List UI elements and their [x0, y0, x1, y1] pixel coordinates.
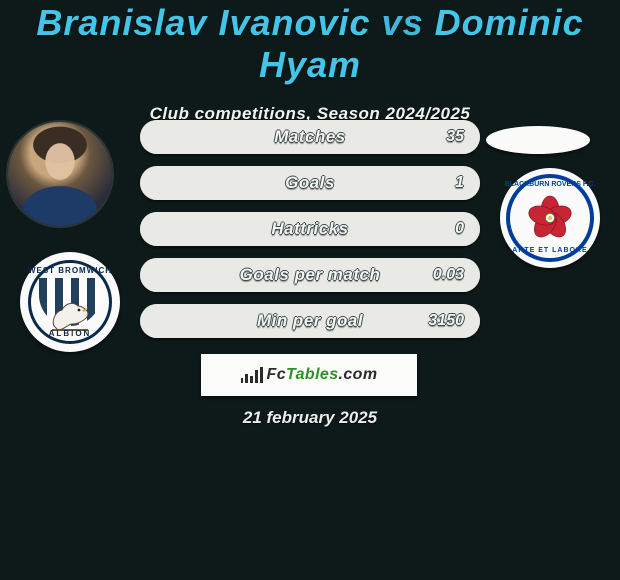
stat-label: Goals per match — [140, 258, 480, 292]
brand-part-1: Fc — [267, 366, 286, 383]
thrush-icon — [48, 300, 92, 332]
player-photo-right — [486, 126, 590, 154]
crest-brfc-text-bottom: ARTE ET LABORE — [500, 247, 600, 254]
page-title: Branislav Ivanovic vs Dominic Hyam — [0, 0, 620, 86]
date-label: 21 february 2025 — [0, 408, 620, 428]
stat-row-gpm: Goals per match 0.03 — [140, 258, 480, 292]
title-vs: vs — [382, 2, 424, 43]
brand-text: FcTables.com — [267, 366, 378, 384]
stat-right-value: 3150 — [428, 304, 464, 338]
comparison-card: Branislav Ivanovic vs Dominic Hyam Club … — [0, 0, 620, 580]
stat-row-goals: Goals 1 — [140, 166, 480, 200]
crest-wba-text-top: WEST BROMWICH — [20, 266, 120, 275]
player-photo-left — [8, 122, 112, 226]
stat-label: Goals — [140, 166, 480, 200]
stat-row-hattricks: Hattricks 0 — [140, 212, 480, 246]
stat-right-value: 1 — [455, 166, 464, 200]
stats-panel: Matches 35 Goals 1 Hattricks 0 Goals per… — [140, 120, 480, 350]
rose-icon — [526, 194, 574, 242]
bar-chart-icon — [241, 367, 263, 383]
brand-logo: FcTables.com — [241, 366, 378, 384]
title-player-1: Branislav Ivanovic — [36, 2, 370, 43]
brand-part-3: .com — [339, 366, 378, 383]
crest-brfc-text-top: BLACKBURN ROVERS F.C. — [500, 181, 600, 188]
brand-part-2: Tables — [286, 366, 339, 383]
stat-right-value: 35 — [446, 120, 464, 154]
stat-row-mpg: Min per goal 3150 — [140, 304, 480, 338]
club-crest-blackburn: BLACKBURN ROVERS F.C. — [500, 168, 600, 268]
crest-wba-text-bottom: ALBION — [20, 329, 120, 338]
stat-label: Matches — [140, 120, 480, 154]
stat-right-value: 0 — [455, 212, 464, 246]
stat-row-matches: Matches 35 — [140, 120, 480, 154]
club-crest-wba: WEST BROMWICH ALBION — [20, 252, 120, 352]
stat-right-value: 0.03 — [433, 258, 464, 292]
stat-label: Hattricks — [140, 212, 480, 246]
brand-badge: FcTables.com — [201, 354, 417, 396]
